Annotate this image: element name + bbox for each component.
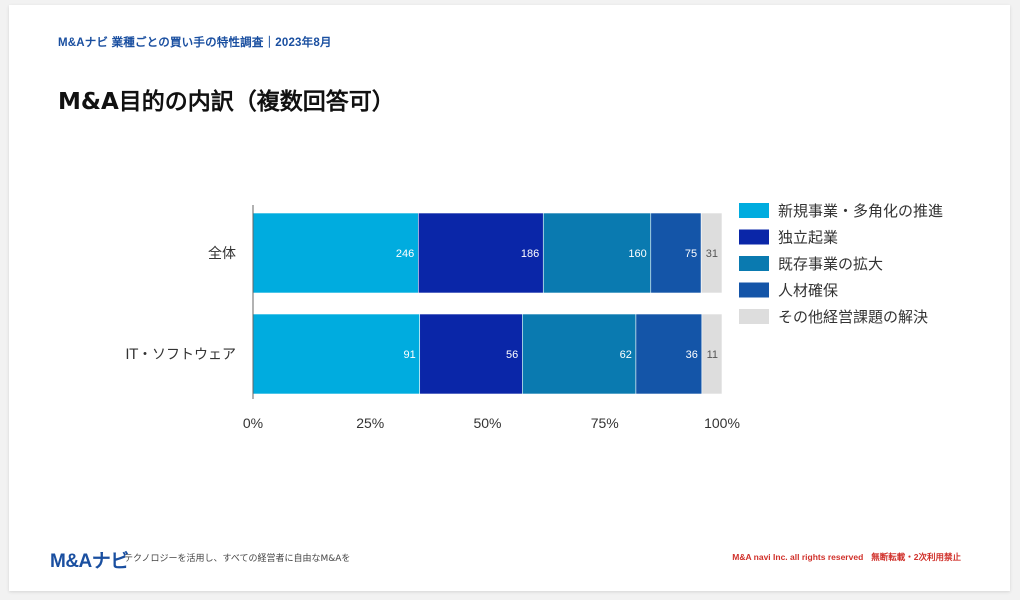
legend-swatch [739, 229, 769, 245]
legend-swatch [739, 256, 769, 271]
legend-swatch [739, 309, 769, 324]
page-title: M&A目的の内訳（複数回答可） [58, 89, 395, 115]
bar-value-label: 36 [686, 349, 698, 361]
bar-segment [700, 212, 723, 294]
legend-label: その他経営課題の解決 [778, 308, 928, 326]
slide [9, 5, 1010, 591]
legend-label: 独立起業 [778, 229, 838, 247]
x-tick-label: 75% [591, 415, 619, 431]
category-label: IT・ソフトウェア [125, 347, 236, 363]
bar-segment [701, 313, 723, 395]
x-tick-label: 25% [356, 415, 384, 431]
legend-label: 新規事業・多角化の推進 [778, 202, 943, 220]
bar-value-label: 62 [620, 349, 632, 361]
report-header: M&Aナビ 業種ごとの買い手の特性調査｜2023年8月 [58, 37, 332, 49]
legend-label: 既存事業の拡大 [778, 255, 883, 273]
bar-value-label: 246 [396, 248, 414, 260]
bar-value-label: 31 [706, 248, 718, 260]
legend-label: 人材確保 [778, 282, 838, 300]
bar-segment [635, 313, 703, 395]
legend-swatch [739, 203, 769, 218]
bar-value-label: 56 [506, 349, 518, 361]
bar-segment [419, 313, 523, 395]
bar-value-label: 75 [685, 248, 697, 260]
x-tick-label: 0% [243, 415, 263, 431]
copyright-text: M&A navi Inc. all rights reserved [732, 552, 864, 562]
reprint-notice: 無断転載・2次利用禁止 [871, 552, 961, 562]
bar-value-label: 91 [403, 349, 415, 361]
bar-segment [542, 212, 652, 294]
bar-segment [522, 313, 637, 395]
category-label: 全体 [208, 245, 236, 262]
bar-segment [252, 313, 421, 395]
footer-tagline: テクノロジーを活用し、すべての経営者に自由なM&Aを [124, 554, 351, 564]
x-tick-label: 100% [704, 415, 740, 431]
legend-swatch [739, 282, 769, 298]
x-tick-label: 50% [473, 415, 501, 431]
bar-value-label: 160 [628, 248, 646, 260]
bar-value-label: 11 [707, 349, 718, 361]
footer-copyright: M&A navi Inc. all rights reserved 無断転載・2次… [732, 551, 961, 563]
bar-segment [252, 212, 419, 294]
bar-segment [650, 212, 702, 294]
bar-value-label: 186 [521, 248, 539, 260]
brand-logo: M&Aナビ [50, 551, 129, 572]
